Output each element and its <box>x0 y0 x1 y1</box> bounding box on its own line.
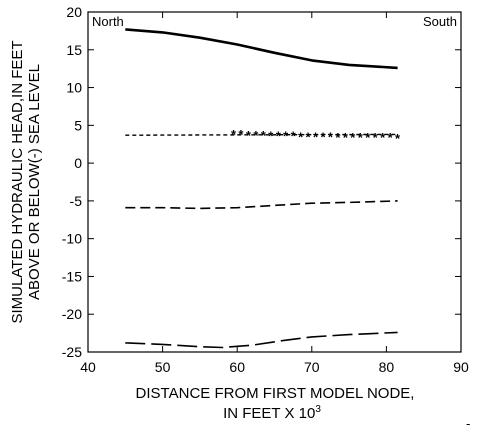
series-2-marker: * <box>246 128 252 143</box>
x-axis-title-base: IN FEET X 10 <box>223 405 315 422</box>
plot-frame <box>87 11 462 353</box>
series-2-marker: * <box>268 129 274 144</box>
series-2-marker: * <box>350 130 356 145</box>
south-label: South <box>423 14 457 29</box>
series-2-marker: * <box>313 129 319 144</box>
y-tick-label: -15 <box>62 268 82 284</box>
series-2-marker: * <box>335 130 341 145</box>
series-2-marker: * <box>253 128 259 143</box>
series-2-marker: * <box>388 130 394 145</box>
series-group: * * * * * * * * * * * * * * * * * * * * * * * <box>125 28 401 349</box>
y-tick-label: -5 <box>70 193 83 209</box>
y-tick-label: 20 <box>66 4 82 20</box>
y-tick-label: -20 <box>62 306 82 322</box>
x-tick-label: 60 <box>229 359 245 375</box>
x-tick-label: 80 <box>379 359 395 375</box>
x-axis-title-line1: DISTANCE FROM FIRST MODEL NODE, <box>136 385 415 402</box>
axis-ticks: 40 50 60 70 80 90 -25 -20 -15 -10 -5 0 5 10 15 20 <box>62 4 469 375</box>
corner-dash-mark: - <box>466 416 470 431</box>
series-2-marker: * <box>395 131 401 146</box>
y-tick-label: 0 <box>74 155 82 171</box>
y-tick-label: -25 <box>62 344 82 360</box>
x-axis-title-exponent: 3 <box>315 404 321 415</box>
y-axis-title-line2: ABOVE OR BELOW(-) SEA LEVEL <box>26 64 43 300</box>
series-2-marker: * <box>320 129 326 144</box>
x-tick-label: 70 <box>304 359 320 375</box>
y-tick-label: -10 <box>62 231 82 247</box>
series-2-marker: * <box>238 127 244 142</box>
series-2-marker: * <box>261 128 267 143</box>
x-axis-title-line2: IN FEET X 103 <box>223 404 321 422</box>
y-tick-label: 15 <box>66 42 82 58</box>
series-2-marker: * <box>276 129 282 144</box>
series-2-marker: * <box>283 129 289 144</box>
series-4-long-dash-line <box>125 331 398 349</box>
series-0-solid-line <box>125 28 398 70</box>
series-2-marker: * <box>365 130 371 145</box>
y-tick-label: 5 <box>74 117 82 133</box>
series-2-marker: * <box>291 129 297 144</box>
series-2-marker: * <box>298 129 304 144</box>
x-tick-label: 90 <box>453 359 469 375</box>
series-2-marker: * <box>358 130 364 145</box>
north-label: North <box>92 14 124 29</box>
x-tick-label: 40 <box>80 359 96 375</box>
series-2-marker: * <box>231 127 237 142</box>
y-tick-label: 10 <box>66 80 82 96</box>
x-tick-label: 50 <box>155 359 171 375</box>
series-1-short-dash-line <box>125 133 398 136</box>
series-2-marker: * <box>380 130 386 145</box>
series-3-medium-dash-line <box>125 200 398 210</box>
y-axis-title-line1: SIMULATED HYDRAULIC HEAD,IN FEET <box>9 40 26 323</box>
series-2-marker: * <box>328 129 334 144</box>
series-2-marker: * <box>373 130 379 145</box>
series-2-marker: * <box>306 129 312 144</box>
series-2-marker: * <box>343 130 349 145</box>
